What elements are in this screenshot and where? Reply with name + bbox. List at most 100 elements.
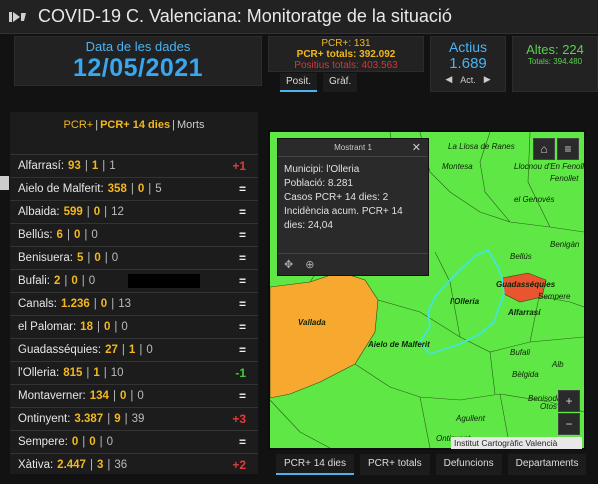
legend-list-icon[interactable]: ≡ [557, 138, 579, 160]
zoom-to-icon[interactable]: ⊕ [305, 259, 315, 271]
row-name: Canals: [18, 298, 57, 310]
row-pcr14: 9 [114, 413, 121, 425]
row-sep: | [111, 298, 115, 310]
row-pcr14: 1 [128, 344, 136, 356]
map-label: Fenollet [550, 174, 579, 183]
row-name: Benisuera: [18, 252, 73, 264]
app-logo-icon [9, 11, 26, 22]
row-sep: | [121, 344, 125, 356]
row-morts: 0 [106, 436, 114, 448]
zoom-in-button[interactable]: + [558, 390, 580, 412]
next-arrow-icon[interactable]: ▶ [483, 74, 491, 84]
row-sep: | [148, 183, 152, 195]
list-item[interactable]: Benisuera: 5 | 0 | 0 = [10, 246, 258, 269]
scrollbar-handle[interactable] [0, 176, 9, 190]
header-sep: | [172, 119, 175, 131]
close-icon[interactable]: ✕ [411, 142, 421, 154]
map-label: La Llosa de Ranes [448, 142, 515, 151]
list-item[interactable]: l'Olleria: 815 | 1 | 10 -1 [10, 361, 258, 384]
list-item[interactable]: el Palomar: 18 | 0 | 0 = [10, 315, 258, 338]
tab-graf[interactable]: Gràf. [323, 73, 358, 92]
row-sep: | [64, 275, 68, 287]
list-item[interactable]: Guadasséquies: 27 | 1 | 0 = [10, 338, 258, 361]
municipality-list-panel: PCR+ | PCR+ 14 dies | Morts Alfarrasí: 93… [10, 112, 258, 474]
actius-label: Actius [448, 39, 488, 55]
tab-pcr-totals[interactable]: PCR+ totals [359, 454, 430, 475]
row-pcr14: 0 [94, 252, 101, 264]
prev-arrow-icon[interactable]: ◀ [445, 74, 453, 84]
row-sep: | [107, 413, 111, 425]
pan-icon[interactable]: ✥ [284, 259, 294, 271]
popup-casos: Casos PCR+ 14 dies: 2 [284, 192, 389, 203]
row-name: Bufali: [18, 275, 50, 287]
map-label: Sempere [538, 292, 571, 301]
row-pcr14: 0 [93, 206, 101, 218]
popup-incidencia-value: dies: 24,04 [284, 220, 333, 231]
row-name: el Palomar: [18, 321, 77, 333]
popup-footer: ✥ ⊕ [278, 253, 428, 275]
row-sep: | [86, 206, 90, 218]
row-pcr: 0 [71, 436, 79, 448]
positius-total: Positius totals: 403.563 [294, 60, 398, 71]
list-item[interactable]: Aielo de Malferit: 358 | 0 | 5 = [10, 177, 258, 200]
altes-total: Totals: 394.480 [527, 57, 583, 66]
map-label: Otos [540, 402, 557, 411]
pcr-daily: PCR+: 131 [321, 38, 371, 49]
zoom-out-button[interactable]: − [558, 413, 580, 435]
row-morts: 0 [121, 321, 128, 333]
popup-header: Mostrant 1 ✕ [278, 139, 428, 157]
map-label: Aielo de Malferit [368, 340, 430, 349]
list-item[interactable]: Albaida: 599 | 0 | 12 = [10, 200, 258, 223]
page-title: COVID-19 C. Valenciana: Monitoratge de l… [38, 6, 452, 26]
row-pcr14: 0 [103, 321, 111, 333]
list-item[interactable]: Montaverner: 134 | 0 | 0 = [10, 384, 258, 407]
list-item[interactable]: Bellús: 6 | 0 | 0 = [10, 223, 258, 246]
tab-defuncions[interactable]: Defuncions [435, 454, 502, 475]
row-pcr: 18 [80, 321, 93, 333]
row-name: Xàtiva: [18, 459, 54, 471]
trend-indicator: = [238, 228, 246, 242]
map-label: Bellús [510, 252, 532, 261]
trend-indicator: = [238, 389, 246, 403]
trend-indicator: = [238, 343, 246, 357]
pcr-summary-panel: PCR+: 131 PCR+ totals: 392.092 Positius … [268, 36, 424, 72]
row-sep: | [114, 321, 118, 333]
row-sep: | [99, 436, 103, 448]
row-sep: | [84, 229, 88, 241]
list-item[interactable]: Alfarrasí: 93 | 1 | 1 +1 [10, 154, 258, 177]
actius-nav: ◀ Act. ▶ [431, 74, 505, 85]
row-pcr14: 0 [71, 275, 78, 287]
row-pcr14: 0 [137, 183, 145, 195]
popup-title: Mostrant 1 [334, 143, 372, 152]
map-label: Agullent [456, 414, 485, 423]
row-pcr: 1.236 [61, 298, 90, 310]
row-pcr: 815 [63, 367, 83, 379]
list-item[interactable]: Ontinyent: 3.387 | 9 | 39 +3 [10, 407, 258, 430]
title-bar: COVID-19 C. Valenciana: Monitoratge de l… [0, 0, 598, 34]
altes-panel: Altes: 224 Totals: 394.480 [512, 36, 598, 92]
row-morts: 39 [131, 413, 145, 425]
date-value: 12/05/2021 [72, 54, 204, 82]
trend-indicator: = [238, 297, 246, 311]
map-label: Llocnou d'En Fenollet [514, 162, 584, 171]
list-item[interactable]: Bufali: 2 | 0 | 0 = [10, 269, 258, 292]
header-morts: Morts [176, 119, 205, 131]
tab-pcr14[interactable]: PCR+ 14 dies [276, 454, 354, 475]
map-label: Vallada [298, 318, 326, 327]
row-morts: 1 [109, 160, 116, 172]
tab-posit[interactable]: Posit. [280, 73, 318, 92]
row-sep: | [104, 206, 108, 218]
row-morts: 5 [155, 183, 162, 195]
actius-panel: Actius 1.689 ◀ Act. ▶ [430, 36, 506, 92]
trend-indicator: = [238, 435, 246, 449]
feature-popup: Mostrant 1 ✕ Municipi: l'Olleria Poblaci… [277, 138, 429, 276]
row-name: Guadasséquies: [18, 344, 102, 356]
map-label: Bufali [510, 348, 531, 357]
list-item[interactable]: Sempere: 0 | 0 | 0 = [10, 430, 258, 453]
list-item[interactable]: Canals: 1.236 | 0 | 13 = [10, 292, 258, 315]
row-name: Bellús: [18, 229, 53, 241]
home-icon[interactable]: ⌂ [533, 138, 555, 160]
tab-departaments[interactable]: Departaments [507, 454, 587, 475]
row-sep: | [84, 160, 88, 172]
list-item[interactable]: Xàtiva: 2.447 | 3 | 36 +2 [10, 453, 258, 476]
